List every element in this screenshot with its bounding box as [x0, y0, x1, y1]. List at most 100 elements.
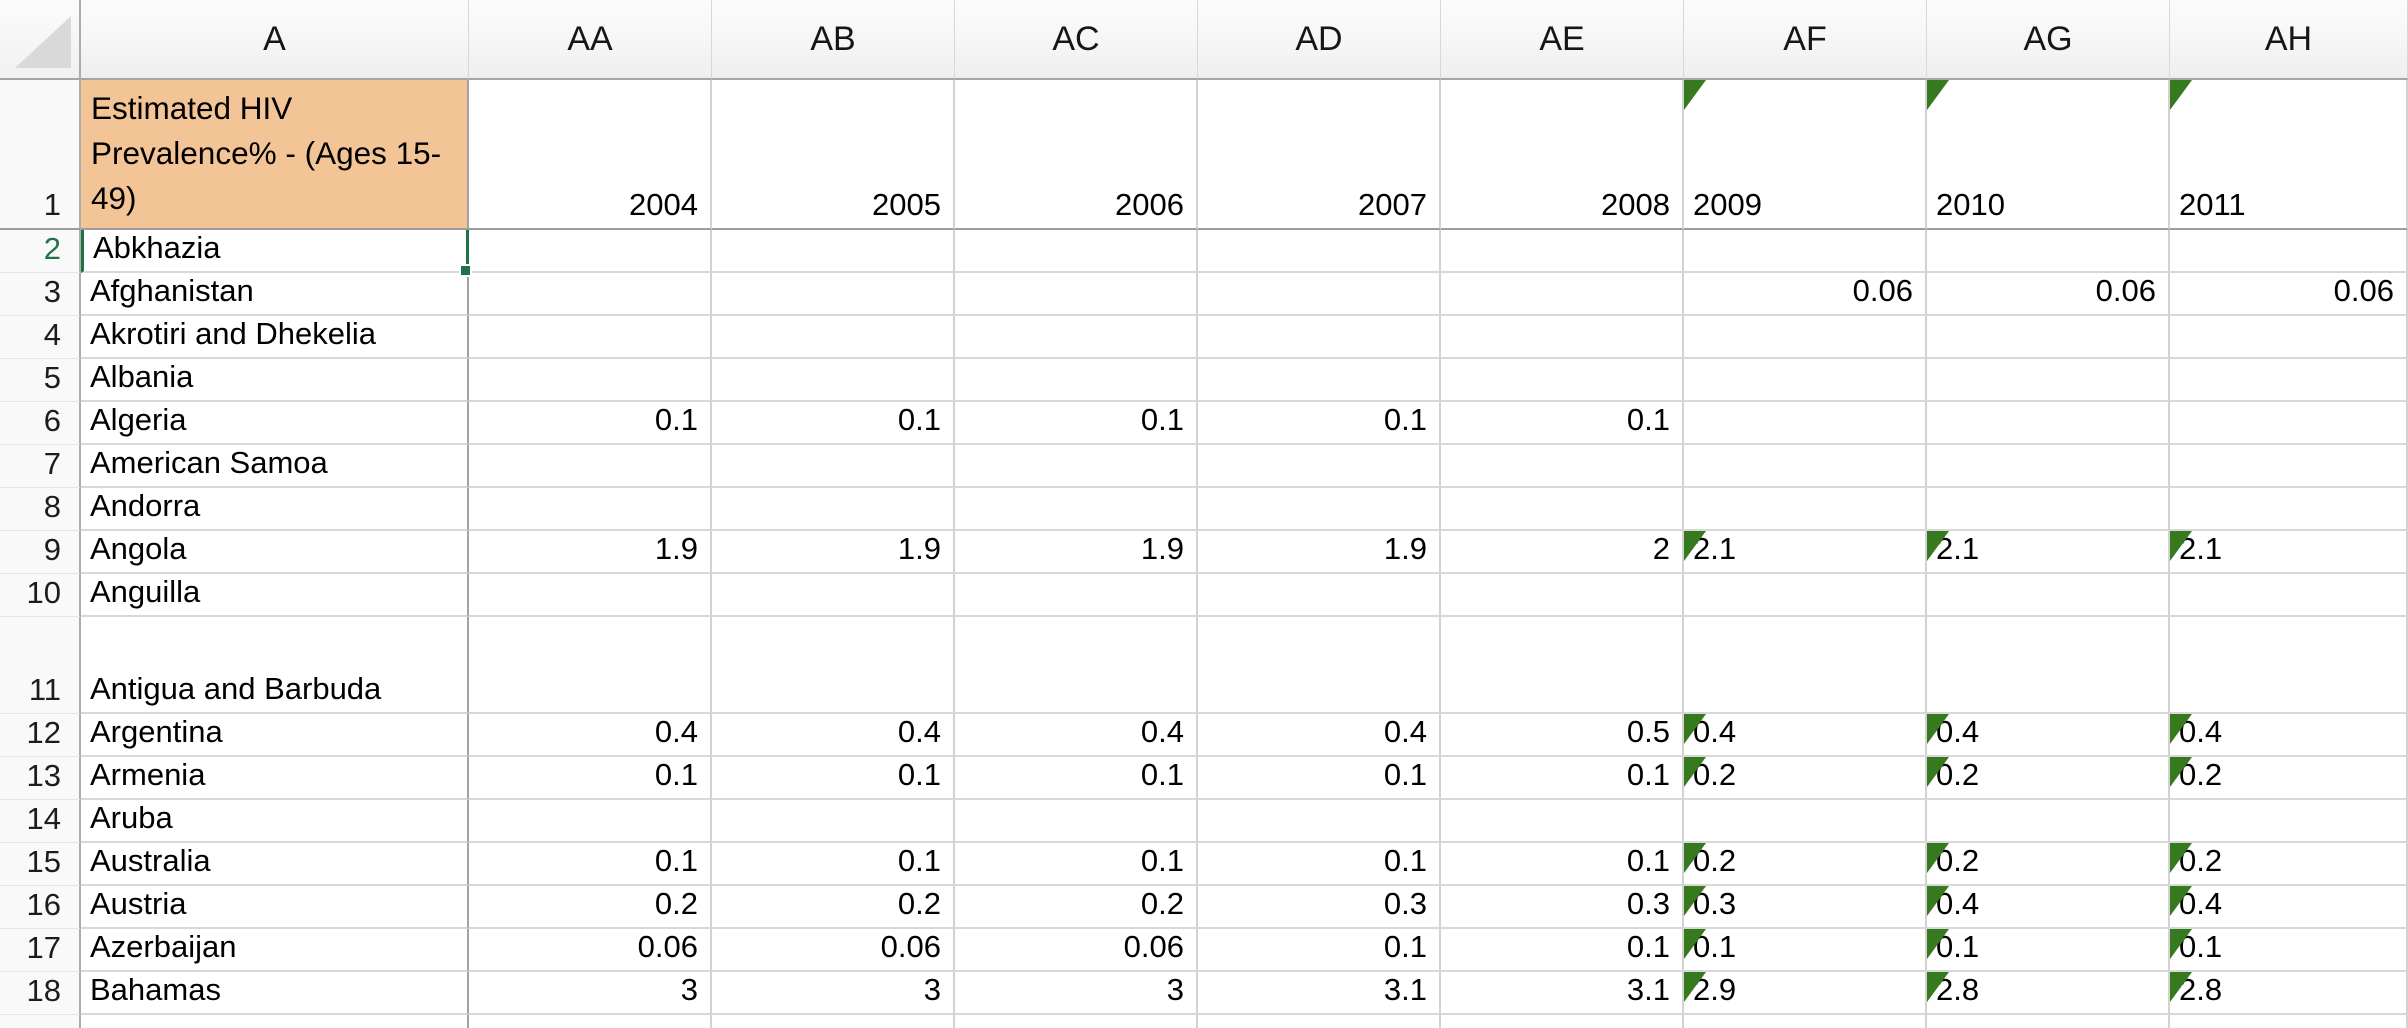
- row-header-2[interactable]: 2: [0, 230, 81, 273]
- cell-AG13[interactable]: 0.2: [1927, 757, 2170, 800]
- cell-AD5[interactable]: [1198, 359, 1441, 402]
- cell-AA19[interactable]: [469, 1015, 712, 1028]
- cell-AH19[interactable]: [2170, 1015, 2408, 1028]
- cell-AA1[interactable]: 2004: [469, 80, 712, 230]
- cell-AF8[interactable]: [1684, 488, 1927, 531]
- cell-AA17[interactable]: 0.06: [469, 929, 712, 972]
- cell-AG15[interactable]: 0.2: [1927, 843, 2170, 886]
- row-header-3[interactable]: 3: [0, 273, 81, 316]
- cell-AA13[interactable]: 0.1: [469, 757, 712, 800]
- cell-AB1[interactable]: 2005: [712, 80, 955, 230]
- column-header-AH[interactable]: AH: [2170, 0, 2408, 80]
- cell-AE5[interactable]: [1441, 359, 1684, 402]
- cell-A5[interactable]: Albania: [81, 359, 469, 402]
- cell-AH16[interactable]: 0.4: [2170, 886, 2408, 929]
- cell-A15[interactable]: Australia: [81, 843, 469, 886]
- cell-AH18[interactable]: 2.8: [2170, 972, 2408, 1015]
- cell-AD16[interactable]: 0.3: [1198, 886, 1441, 929]
- cell-AC1[interactable]: 2006: [955, 80, 1198, 230]
- column-header-AB[interactable]: AB: [712, 0, 955, 80]
- cell-AC12[interactable]: 0.4: [955, 714, 1198, 757]
- cell-AG12[interactable]: 0.4: [1927, 714, 2170, 757]
- cell-AH17[interactable]: 0.1: [2170, 929, 2408, 972]
- select-all-button[interactable]: [0, 0, 81, 80]
- cell-AD13[interactable]: 0.1: [1198, 757, 1441, 800]
- cell-AC9[interactable]: 1.9: [955, 531, 1198, 574]
- cell-AG6[interactable]: [1927, 402, 2170, 445]
- cell-A7[interactable]: American Samoa: [81, 445, 469, 488]
- cell-AE12[interactable]: 0.5: [1441, 714, 1684, 757]
- cell-AF18[interactable]: 2.9: [1684, 972, 1927, 1015]
- cell-AF2[interactable]: [1684, 230, 1927, 273]
- cell-AA11[interactable]: [469, 617, 712, 714]
- cell-AB14[interactable]: [712, 800, 955, 843]
- cell-AE19[interactable]: [1441, 1015, 1684, 1028]
- cell-AE1[interactable]: 2008: [1441, 80, 1684, 230]
- cell-AB7[interactable]: [712, 445, 955, 488]
- cell-AG11[interactable]: [1927, 617, 2170, 714]
- cell-A8[interactable]: Andorra: [81, 488, 469, 531]
- cell-AB5[interactable]: [712, 359, 955, 402]
- cell-AB17[interactable]: 0.06: [712, 929, 955, 972]
- cell-AA3[interactable]: [469, 273, 712, 316]
- cell-AF6[interactable]: [1684, 402, 1927, 445]
- column-header-AA[interactable]: AA: [469, 0, 712, 80]
- cell-AB16[interactable]: 0.2: [712, 886, 955, 929]
- cell-A18[interactable]: Bahamas: [81, 972, 469, 1015]
- cell-AC13[interactable]: 0.1: [955, 757, 1198, 800]
- cell-AD2[interactable]: [1198, 230, 1441, 273]
- cell-AE4[interactable]: [1441, 316, 1684, 359]
- row-header-8[interactable]: 8: [0, 488, 81, 531]
- cell-AA16[interactable]: 0.2: [469, 886, 712, 929]
- cell-AF10[interactable]: [1684, 574, 1927, 617]
- cell-A9[interactable]: Angola: [81, 531, 469, 574]
- row-header-19[interactable]: [0, 1015, 81, 1028]
- cell-AA15[interactable]: 0.1: [469, 843, 712, 886]
- cell-AE17[interactable]: 0.1: [1441, 929, 1684, 972]
- cell-AD1[interactable]: 2007: [1198, 80, 1441, 230]
- column-header-AD[interactable]: AD: [1198, 0, 1441, 80]
- cell-AB18[interactable]: 3: [712, 972, 955, 1015]
- cell-AG8[interactable]: [1927, 488, 2170, 531]
- cell-AD19[interactable]: [1198, 1015, 1441, 1028]
- row-header-5[interactable]: 5: [0, 359, 81, 402]
- column-header-AF[interactable]: AF: [1684, 0, 1927, 80]
- cell-AB13[interactable]: 0.1: [712, 757, 955, 800]
- cell-AE18[interactable]: 3.1: [1441, 972, 1684, 1015]
- column-header-AE[interactable]: AE: [1441, 0, 1684, 80]
- cell-AE10[interactable]: [1441, 574, 1684, 617]
- cell-AB8[interactable]: [712, 488, 955, 531]
- cell-AF16[interactable]: 0.3: [1684, 886, 1927, 929]
- cell-A10[interactable]: Anguilla: [81, 574, 469, 617]
- cell-AB11[interactable]: [712, 617, 955, 714]
- cell-AC5[interactable]: [955, 359, 1198, 402]
- cell-AH10[interactable]: [2170, 574, 2408, 617]
- cell-A11[interactable]: Antigua and Barbuda: [81, 617, 469, 714]
- cell-AG10[interactable]: [1927, 574, 2170, 617]
- cell-AD14[interactable]: [1198, 800, 1441, 843]
- cell-AD17[interactable]: 0.1: [1198, 929, 1441, 972]
- cell-AG14[interactable]: [1927, 800, 2170, 843]
- cell-AE16[interactable]: 0.3: [1441, 886, 1684, 929]
- cell-AF7[interactable]: [1684, 445, 1927, 488]
- cell-AA4[interactable]: [469, 316, 712, 359]
- cell-A19[interactable]: [81, 1015, 469, 1028]
- cell-AB6[interactable]: 0.1: [712, 402, 955, 445]
- cell-AG2[interactable]: [1927, 230, 2170, 273]
- cell-AH15[interactable]: 0.2: [2170, 843, 2408, 886]
- cell-AA6[interactable]: 0.1: [469, 402, 712, 445]
- cell-AC17[interactable]: 0.06: [955, 929, 1198, 972]
- cell-AC6[interactable]: 0.1: [955, 402, 1198, 445]
- cell-AD3[interactable]: [1198, 273, 1441, 316]
- cell-AA7[interactable]: [469, 445, 712, 488]
- cell-AB4[interactable]: [712, 316, 955, 359]
- cell-AH1[interactable]: 2011: [2170, 80, 2408, 230]
- cell-AA5[interactable]: [469, 359, 712, 402]
- cell-AD18[interactable]: 3.1: [1198, 972, 1441, 1015]
- column-header-AC[interactable]: AC: [955, 0, 1198, 80]
- cell-AC18[interactable]: 3: [955, 972, 1198, 1015]
- row-header-18[interactable]: 18: [0, 972, 81, 1015]
- cell-AA9[interactable]: 1.9: [469, 531, 712, 574]
- cell-AE3[interactable]: [1441, 273, 1684, 316]
- cell-A12[interactable]: Argentina: [81, 714, 469, 757]
